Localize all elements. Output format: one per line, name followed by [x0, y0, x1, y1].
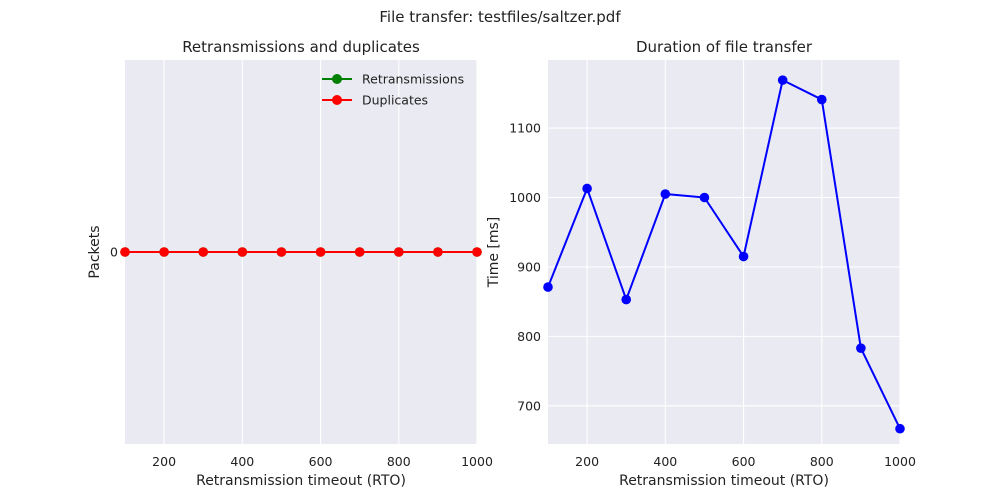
data-point — [472, 247, 482, 257]
y-tick-label: 700 — [517, 398, 541, 413]
data-point — [738, 251, 749, 262]
y-tick-label: 900 — [517, 259, 541, 274]
series-line — [547, 79, 901, 430]
x-tick-label: 200 — [152, 454, 176, 469]
data-point — [393, 247, 404, 257]
left-y-axis-label: Packets — [87, 225, 103, 278]
left-x-axis-label: Retransmission timeout (RTO) — [196, 473, 406, 489]
data-point — [543, 282, 553, 292]
right-x-axis-label: Retransmission timeout (RTO) — [619, 473, 829, 489]
legend-marker-retransmissions — [332, 74, 342, 84]
y-tick-label: 0 — [110, 245, 118, 260]
x-tick-label: 200 — [575, 454, 599, 469]
left-x-tick-labels: 200 400 600 800 1000 — [152, 454, 493, 469]
y-tick-label: 800 — [517, 329, 541, 344]
right-series-group — [543, 75, 905, 434]
x-tick-label: 600 — [732, 454, 756, 469]
right-x-tick-labels: 200 400 600 800 1000 — [575, 454, 916, 469]
right-plot-area — [548, 60, 900, 444]
data-point — [433, 247, 443, 257]
left-y-tick-labels: 0 — [110, 245, 118, 260]
data-point — [315, 247, 326, 257]
x-tick-label: 1000 — [461, 454, 493, 469]
figure-suptitle: File transfer: testfiles/saltzer.pdf — [379, 8, 621, 26]
data-point — [198, 247, 209, 257]
y-tick-label: 1000 — [509, 190, 541, 205]
data-point — [699, 192, 710, 203]
data-point — [856, 343, 866, 353]
x-tick-label: 400 — [230, 454, 254, 469]
data-point — [237, 247, 248, 257]
data-point — [159, 247, 169, 257]
right-chart: 200 400 600 800 1000 700 800 900 1000 1100 Durat… — [486, 38, 916, 489]
data-point — [276, 247, 287, 257]
data-point — [354, 247, 365, 257]
data-point — [660, 189, 671, 199]
x-tick-label: 400 — [653, 454, 677, 469]
left-chart: 200 400 600 800 1000 0 Retransmissions and d… — [87, 38, 493, 489]
data-point — [895, 423, 905, 434]
left-series-group — [120, 247, 482, 257]
legend-label-duplicates: Duplicates — [362, 93, 428, 108]
data-point — [582, 183, 592, 194]
left-chart-title: Retransmissions and duplicates — [182, 38, 420, 56]
x-tick-label: 800 — [810, 454, 834, 469]
legend-marker-duplicates — [332, 95, 342, 105]
right-y-axis-label: Time [ms] — [486, 217, 502, 289]
left-legend: Retransmissions Duplicates — [322, 72, 464, 108]
right-chart-title: Duration of file transfer — [636, 38, 813, 56]
data-point — [777, 75, 788, 85]
y-tick-label: 1100 — [509, 121, 541, 136]
x-tick-label: 1000 — [884, 454, 916, 469]
x-tick-label: 600 — [309, 454, 333, 469]
right-y-tick-labels: 700 800 900 1000 1100 — [509, 121, 541, 414]
data-point — [120, 247, 130, 257]
data-point — [816, 94, 827, 105]
legend-label-retransmissions: Retransmissions — [362, 72, 464, 87]
x-tick-label: 800 — [387, 454, 411, 469]
data-point — [621, 294, 632, 305]
